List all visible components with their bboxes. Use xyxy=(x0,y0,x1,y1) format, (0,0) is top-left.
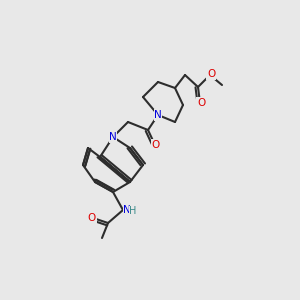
Text: N: N xyxy=(109,132,117,142)
Text: O: O xyxy=(152,140,160,150)
Text: O: O xyxy=(197,98,205,108)
Text: N: N xyxy=(123,205,131,215)
Text: N: N xyxy=(154,110,162,120)
Text: O: O xyxy=(88,213,96,223)
Text: H: H xyxy=(129,206,137,216)
Text: O: O xyxy=(207,69,215,79)
